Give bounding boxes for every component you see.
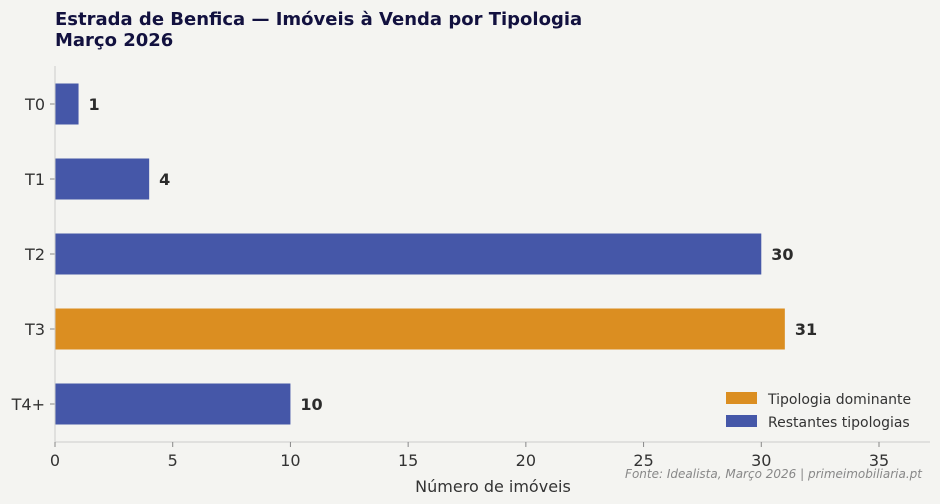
data-label: 4 (159, 170, 170, 189)
x-tick-label: 20 (516, 451, 536, 470)
y-tick-label: T4+ (11, 395, 45, 414)
x-tick-label: 0 (50, 451, 60, 470)
y-tick-label: T2 (24, 245, 45, 264)
legend: Tipologia dominante Restantes tipologias (726, 392, 911, 431)
bar-t1 (55, 158, 150, 200)
x-tick-label: 25 (633, 451, 653, 470)
source-note: Fonte: Idealista, Março 2026 | primeimob… (625, 467, 923, 481)
x-axis-label: Número de imóveis (415, 477, 571, 496)
chart-subtitle: Março 2026 (55, 30, 173, 51)
legend-label-dominant: Tipologia dominante (767, 392, 911, 408)
bar-t2 (55, 233, 762, 275)
x-tick-label: 5 (168, 451, 178, 470)
legend-label-other: Restantes tipologias (768, 415, 910, 431)
x-tick-label: 30 (751, 451, 771, 470)
bar-t4-plus (55, 383, 291, 425)
data-label: 30 (771, 245, 793, 264)
y-tick-label: T1 (24, 170, 45, 189)
y-tick-label: T0 (24, 95, 45, 114)
data-label: 1 (89, 95, 100, 114)
data-label: 31 (795, 320, 817, 339)
data-label: 10 (300, 395, 322, 414)
bar-t0 (55, 83, 79, 125)
y-tick-label: T3 (24, 320, 45, 339)
x-tick-label: 35 (869, 451, 889, 470)
bar-t3 (55, 308, 785, 350)
x-tick-label: 15 (398, 451, 418, 470)
x-tick-label: 10 (280, 451, 300, 470)
legend-swatch-dominant (726, 392, 757, 404)
legend-swatch-other (726, 415, 757, 427)
chart-title: Estrada de Benfica — Imóveis à Venda por… (55, 9, 582, 30)
